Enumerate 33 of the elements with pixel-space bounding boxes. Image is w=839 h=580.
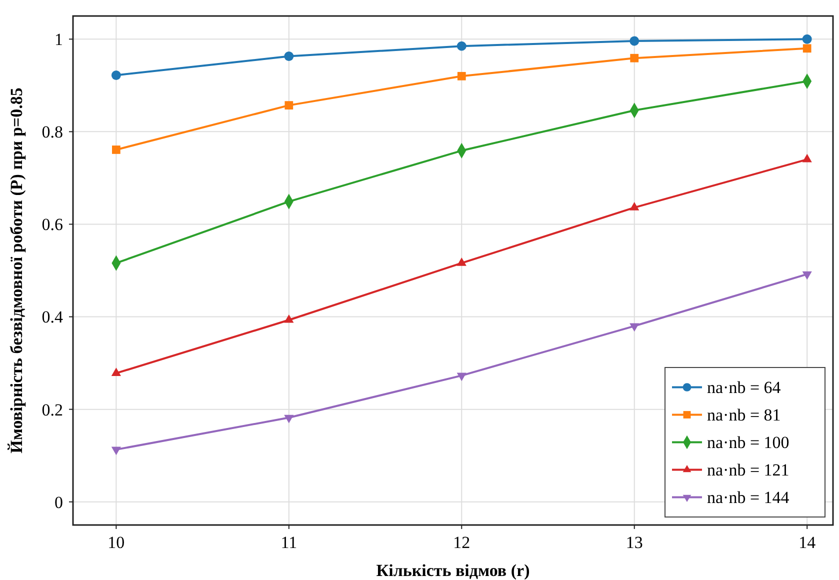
x-tick-label: 10 — [108, 533, 125, 552]
point — [456, 41, 466, 51]
legend-label: na·nb = 64 — [707, 378, 782, 398]
point — [284, 414, 294, 424]
point — [112, 146, 120, 154]
point — [802, 34, 812, 44]
point — [630, 323, 640, 332]
legend-label: na·nb = 144 — [707, 488, 790, 508]
y-tick-label: 0 — [54, 492, 63, 512]
y-tick-label: 0.8 — [42, 122, 63, 142]
y-tick-label: 0.4 — [42, 308, 64, 327]
y-axis-title: Ймовірність безвідмовної роботи (P) при p=0.85 — [7, 88, 26, 454]
x-axis-title: Кількість відмов (r) — [376, 561, 530, 580]
point — [284, 101, 294, 110]
point — [630, 54, 639, 62]
x-tick-label: 13 — [626, 533, 643, 552]
point — [630, 36, 640, 46]
legend-label: na·nb = 100 — [707, 433, 790, 452]
point — [802, 44, 812, 53]
x-tick-label: 12 — [453, 533, 470, 552]
point — [111, 446, 121, 456]
point — [456, 372, 466, 382]
x-tick-label: 14 — [798, 533, 816, 552]
point — [284, 52, 294, 61]
y-tick-label: 0.2 — [42, 400, 63, 420]
y-tick-label: 0.6 — [42, 215, 63, 234]
y-tick-label: 1 — [54, 30, 63, 50]
point — [457, 72, 466, 80]
point — [802, 271, 812, 280]
legend-label: na·nb = 121 — [707, 460, 790, 480]
legend-label: na·nb = 81 — [707, 406, 781, 425]
x-tick-label: 11 — [280, 533, 298, 552]
point — [111, 70, 121, 80]
